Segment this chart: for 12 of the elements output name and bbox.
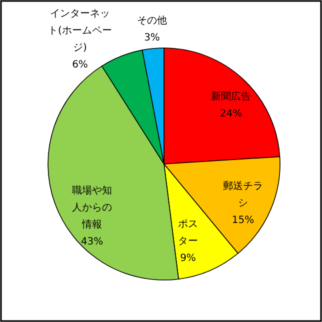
slice-label: 職場や知人からの情報 bbox=[72, 184, 112, 230]
data-label: 9% bbox=[180, 253, 196, 264]
data-label: 15% bbox=[232, 215, 254, 226]
data-label: 43% bbox=[80, 236, 104, 248]
slice-label: その他 bbox=[137, 14, 167, 26]
data-label: 3% bbox=[144, 32, 160, 44]
data-label: 6% bbox=[72, 60, 88, 70]
data-label: 24% bbox=[220, 108, 242, 120]
slice-label: 新聞広告 bbox=[211, 90, 251, 102]
slice-label: インターネット(ホームページ) bbox=[48, 8, 112, 54]
slice-label: ポスター bbox=[178, 219, 198, 247]
slice-label: 郵送チラシ bbox=[223, 180, 263, 209]
